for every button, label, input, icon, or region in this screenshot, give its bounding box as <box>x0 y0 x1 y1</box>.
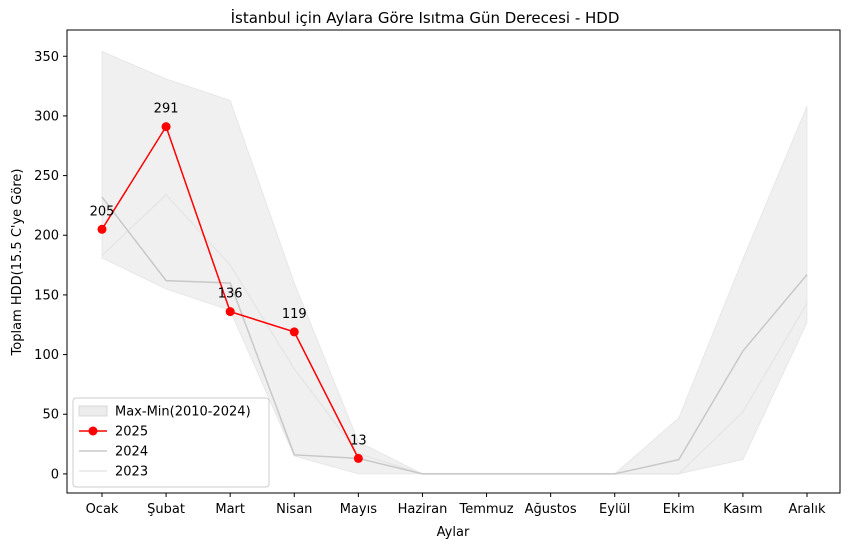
x-tick-label-3: Mart <box>215 502 245 517</box>
x-tick-label-7: Temmuz <box>458 502 513 517</box>
chart-title: İstanbul için Aylara Göre Isıtma Gün Der… <box>231 8 620 27</box>
y-tick-label-250: 250 <box>34 169 59 184</box>
x-axis-label: Aylar <box>437 525 470 540</box>
y-axis-label: Toplam HDD(15.5 C'ye Göre) <box>10 169 25 357</box>
legend: Max-Min(2010-2024) 2025 2024 2023 <box>72 397 270 488</box>
y-tick-label-350: 350 <box>34 50 59 65</box>
point-2025-3 <box>225 307 235 317</box>
data-label-2025-3: 136 <box>218 287 243 302</box>
plot-frame <box>66 29 841 494</box>
x-tick-label-2: Şubat <box>147 502 185 517</box>
x-tick-label-9: Eylül <box>599 502 630 517</box>
x-tick-label-1: Ocak <box>86 502 119 517</box>
y-tick-label-0: 0 <box>51 467 59 482</box>
point-2025-1 <box>97 224 107 234</box>
point-2025-4 <box>289 327 299 337</box>
data-label-2025-5: 13 <box>350 433 367 448</box>
data-label-2025-1: 205 <box>90 204 115 219</box>
point-2025-5 <box>353 453 363 463</box>
band-max-min <box>101 50 808 475</box>
x-tick-label-6: Haziran <box>398 502 448 517</box>
y-tick-label-300: 300 <box>34 109 59 124</box>
x-tick-label-4: Nisan <box>276 502 312 517</box>
data-label-2025-4: 119 <box>282 307 307 322</box>
legend-label-max-min: Max-Min(2010-2024) <box>115 405 251 420</box>
plot-area: 205 291 136 119 13 <box>90 50 808 475</box>
legend-label-2024: 2024 <box>115 445 148 460</box>
legend-label-2023: 2023 <box>115 465 148 480</box>
legend-swatch-max-min <box>78 405 108 417</box>
x-tick-label-8: Ağustos <box>525 502 577 517</box>
y-tick-label-200: 200 <box>34 229 59 244</box>
legend-label-2025: 2025 <box>115 425 148 440</box>
y-tick-label-100: 100 <box>34 348 59 363</box>
data-label-2025-2: 291 <box>154 102 179 117</box>
point-2025-2 <box>161 122 171 132</box>
x-tick-label-5: Mayıs <box>340 502 377 517</box>
y-tick-label-150: 150 <box>34 288 59 303</box>
x-tick-label-12: Aralık <box>789 502 826 517</box>
legend-box <box>72 397 270 488</box>
axes: 0 50 100 150 200 250 300 350 Ocak Şubat Mart Nisan M… <box>34 50 826 517</box>
x-tick-label-10: Ekim <box>663 502 695 517</box>
x-tick-label-11: Kasım <box>723 502 762 517</box>
legend-marker-2025 <box>88 426 98 436</box>
y-tick-label-50: 50 <box>42 408 59 423</box>
